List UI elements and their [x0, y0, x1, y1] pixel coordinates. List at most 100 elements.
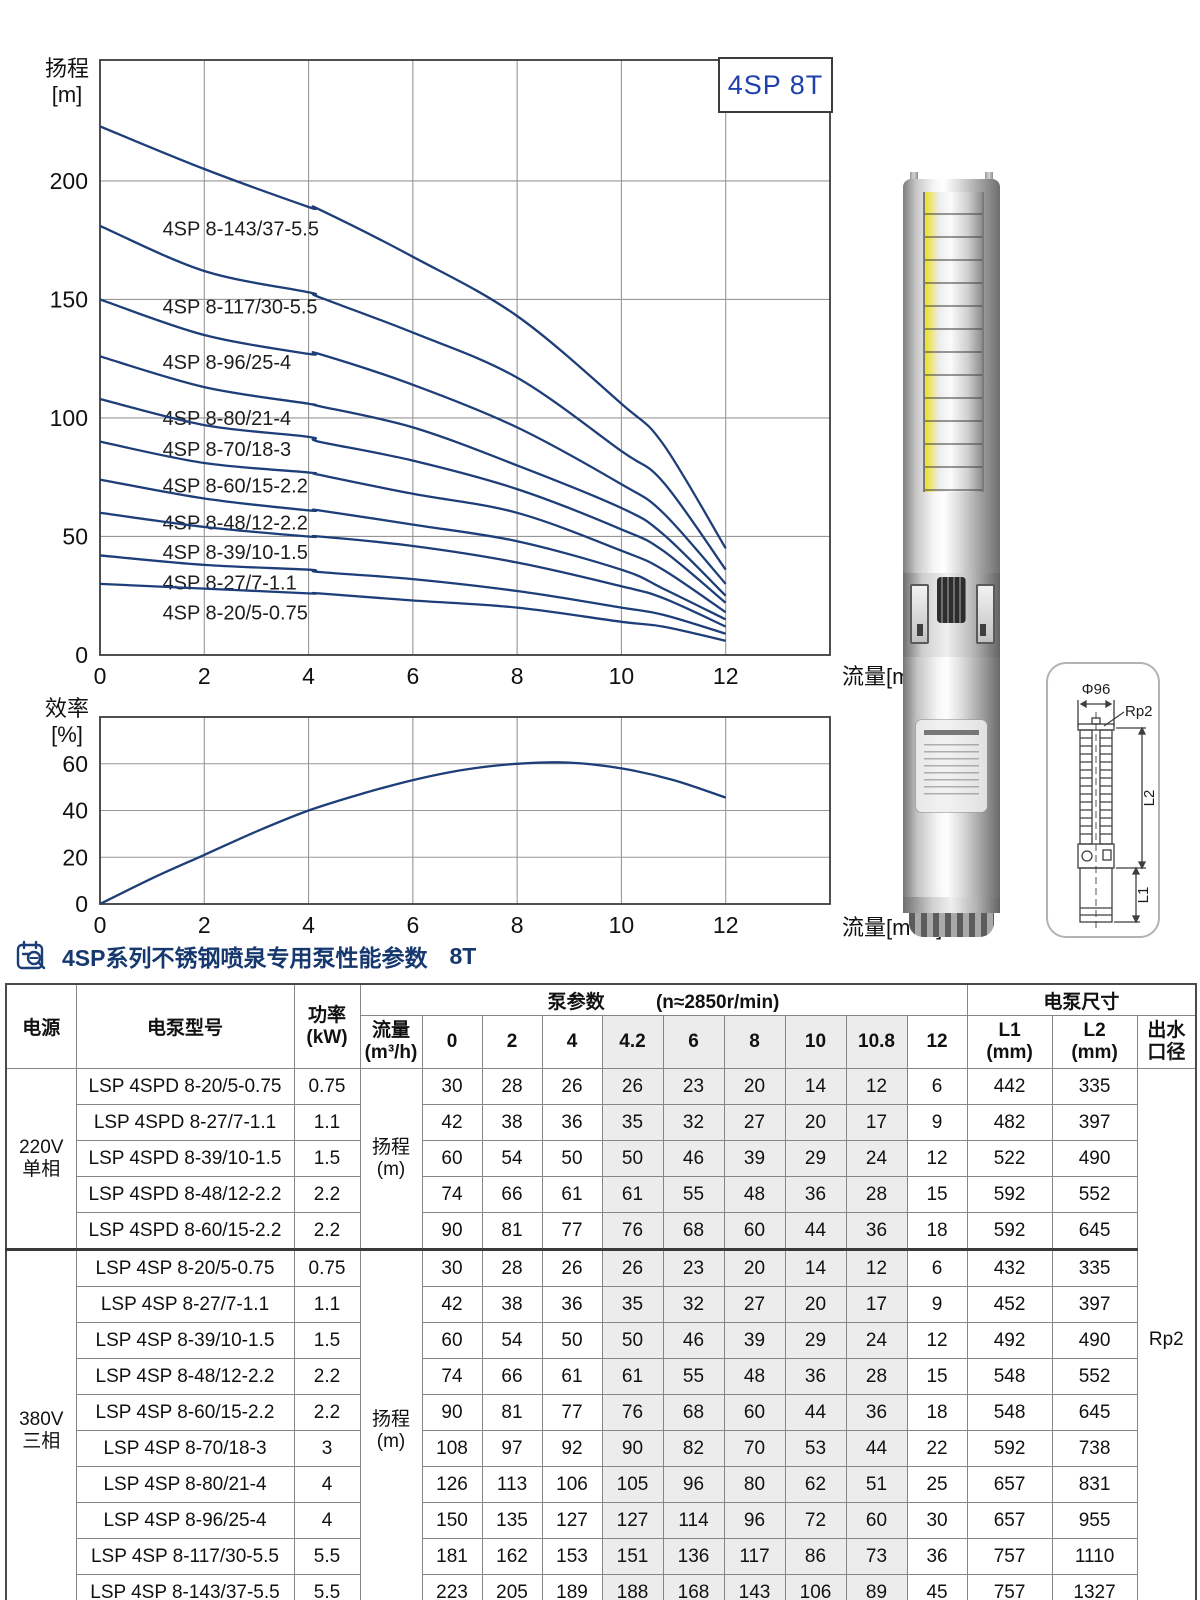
head-value-cell: 86	[784, 1538, 847, 1575]
head-value-cell: 26	[601, 1068, 664, 1105]
head-value-cell: 223	[421, 1574, 483, 1600]
head-value-cell: 27	[723, 1286, 786, 1323]
head-value-cell: 46	[662, 1322, 725, 1359]
col-outlet: 出水 口径	[1136, 1015, 1197, 1069]
head-value-cell: 205	[481, 1574, 543, 1600]
l1-cell: 522	[966, 1140, 1053, 1177]
curve-label: 4SP 8-20/5-0.75	[163, 602, 308, 624]
col-flow-10: 10	[784, 1015, 847, 1069]
curve-label: 4SP 8-70/18-3	[163, 439, 292, 461]
pump-motor-lower-ring	[903, 897, 1000, 913]
head-value-cell: 44	[784, 1394, 847, 1431]
curve-4SP 8-117/30-5.5	[99, 224, 727, 571]
head-value-cell: 90	[601, 1430, 664, 1467]
power-kw-cell: 2.2	[293, 1358, 361, 1395]
curve-label: 4SP 8-80/21-4	[163, 408, 292, 430]
head-value-cell: 26	[601, 1248, 664, 1287]
head-value-cell: 27	[723, 1104, 786, 1141]
l1-cell: 452	[966, 1286, 1053, 1323]
head-value-cell: 38	[481, 1104, 543, 1141]
head-value-cell: 28	[481, 1068, 543, 1105]
col-group-pump-params: 泵参数 (n≈2850r/min)	[359, 983, 968, 1016]
head-value-cell: 80	[723, 1466, 786, 1503]
pump-params-label: 泵参数	[547, 991, 605, 1013]
head-value-cell: 14	[784, 1068, 847, 1105]
head-value-cell: 28	[845, 1358, 908, 1395]
l1-cell: 492	[966, 1322, 1053, 1359]
l2-cell: 335	[1051, 1248, 1138, 1287]
l2-cell: 1327	[1051, 1574, 1138, 1600]
table-row: LSP 4SPD 8-27/7-1.1 1.1 42 38 36 35 32 27 20 17 9 4…	[6, 1104, 1196, 1141]
pump-bracket-left	[910, 584, 929, 644]
curve-label: 4SP 8-96/25-4	[163, 352, 292, 374]
head-value-cell: 23	[662, 1248, 725, 1287]
model-cell: LSP 4SP 8-60/15-2.2	[75, 1394, 295, 1431]
curve-4SP 8-143/37-5.5	[99, 125, 727, 549]
head-value-cell: 15	[906, 1176, 968, 1213]
l1-cell: 592	[966, 1212, 1053, 1250]
power-kw-cell: 2.2	[293, 1212, 361, 1250]
curve-label: 4SP 8-48/12-2.2	[163, 512, 308, 534]
pump-stage-ribs	[923, 192, 984, 492]
head-value-cell: 77	[541, 1394, 603, 1431]
power-kw-cell: 3	[293, 1430, 361, 1467]
dimension-drawing: Φ96 Rp2 L2 L1	[1077, 681, 1158, 932]
head-value-cell: 77	[541, 1212, 603, 1250]
power-source-cell: 220V 单相	[5, 1068, 77, 1250]
curve-效率	[99, 761, 727, 906]
power-kw-cell: 0.75	[293, 1248, 361, 1287]
y-tick-label: 60	[62, 751, 88, 777]
pump-coupling-slots	[937, 577, 966, 623]
head-value-cell: 36	[784, 1176, 847, 1213]
l1-cell: 657	[966, 1502, 1053, 1539]
head-value-cell: 68	[662, 1394, 725, 1431]
power-kw-cell: 1.5	[293, 1322, 361, 1359]
l2-cell: 831	[1051, 1466, 1138, 1503]
power-kw-cell: 2.2	[293, 1176, 361, 1213]
model-cell: LSP 4SP 8-27/7-1.1	[75, 1286, 295, 1323]
head-value-cell: 29	[784, 1140, 847, 1177]
table-row: LSP 4SP 8-96/25-4 4 150 135 127 127 114 96 72 60 3…	[6, 1502, 1196, 1539]
section-title: 4SP系列不锈钢喷泉专用泵性能参数	[62, 945, 428, 971]
head-value-cell: 74	[421, 1176, 483, 1213]
head-value-cell: 61	[601, 1358, 664, 1395]
curve-4SP 8-70/18-3	[99, 397, 727, 604]
head-value-cell: 55	[662, 1358, 725, 1395]
head-value-cell: 30	[906, 1502, 968, 1539]
head-value-cell: 92	[541, 1430, 603, 1467]
curve-4SP 8-39/10-1.5	[99, 511, 727, 628]
head-value-cell: 42	[421, 1286, 483, 1323]
head-value-cell: 153	[541, 1538, 603, 1575]
head-value-cell: 18	[906, 1394, 968, 1431]
head-value-cell: 55	[662, 1176, 725, 1213]
pump-parameters-table: 电源 电泵型号 功率 (kW) 泵参数 (n≈2850r/min) 电泵尺寸 流…	[5, 983, 1198, 1600]
head-value-cell: 81	[481, 1394, 543, 1431]
efficiency-chart-ylabel: 效率 [%]	[44, 696, 89, 747]
plot-border	[99, 716, 831, 905]
head-value-cell: 18	[906, 1212, 968, 1250]
head-value-cell: 76	[601, 1212, 664, 1250]
curve-4SP 8-60/15-2.2	[99, 440, 727, 614]
head-value-cell: 38	[481, 1286, 543, 1323]
head-value-cell: 30	[421, 1248, 483, 1287]
l2-cell: 552	[1051, 1358, 1138, 1395]
x-tick-label: 2	[198, 663, 211, 689]
l2-cell: 955	[1051, 1502, 1138, 1539]
pump-product-image	[903, 172, 1000, 937]
head-value-cell: 74	[421, 1358, 483, 1395]
dim-l2-label: L2	[1141, 790, 1158, 807]
head-value-cell: 61	[541, 1176, 603, 1213]
head-value-cell: 188	[601, 1574, 664, 1600]
head-value-cell: 50	[601, 1140, 664, 1177]
l2-cell: 645	[1051, 1212, 1138, 1250]
l1-cell: 432	[966, 1248, 1053, 1287]
pump-lifting-lug-left	[910, 172, 918, 184]
head-value-cell: 82	[662, 1430, 725, 1467]
table-row: LSP 4SP 8-117/30-5.5 5.5 181 162 153 151 136 11…	[6, 1538, 1196, 1575]
x-tick-label: 4	[302, 663, 315, 689]
head-value-cell: 35	[601, 1286, 664, 1323]
head-value-cell: 53	[784, 1430, 847, 1467]
head-value-cell: 90	[421, 1212, 483, 1250]
head-value-cell: 36	[541, 1104, 603, 1141]
